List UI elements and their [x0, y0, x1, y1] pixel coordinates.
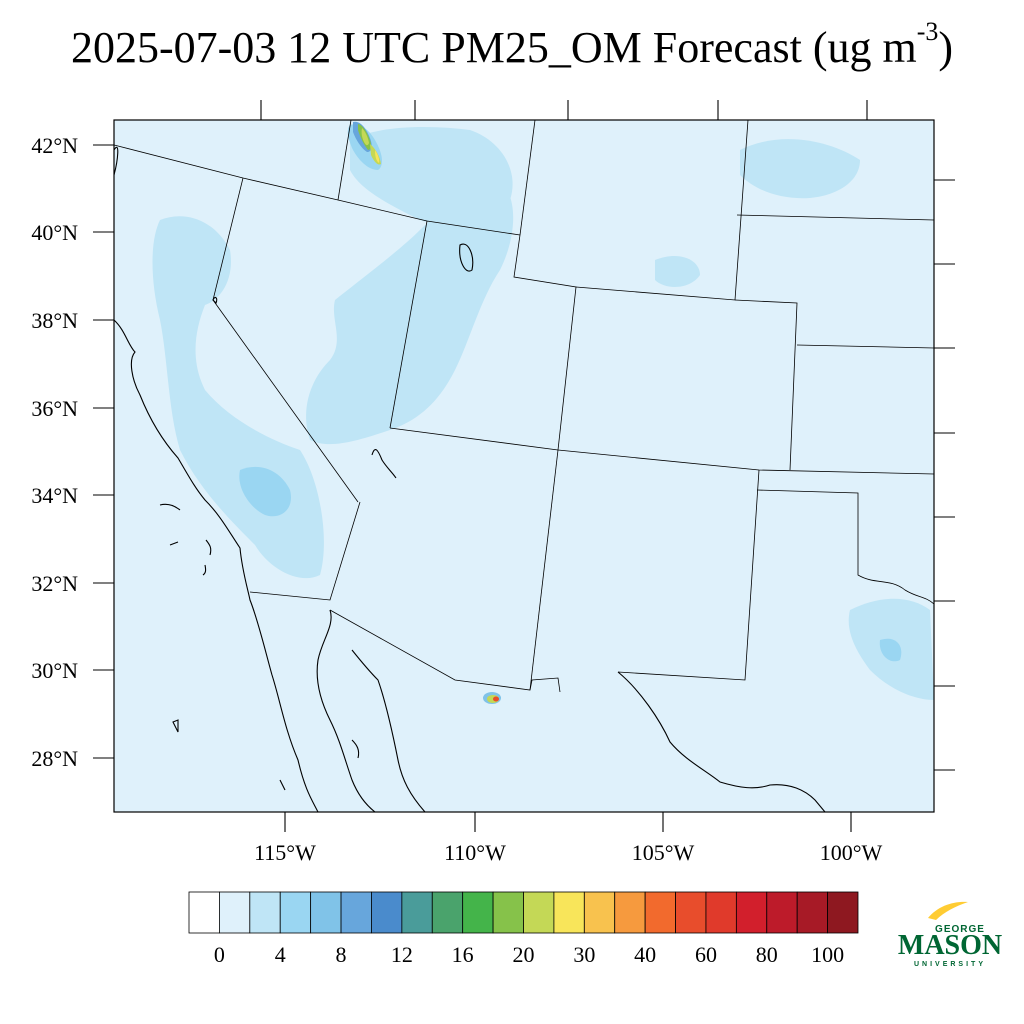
colorbar-swatch	[614, 891, 646, 934]
colorbar-swatch	[188, 891, 220, 934]
colorbar-swatch	[492, 891, 524, 934]
colorbar-swatch	[219, 891, 251, 934]
colorbar-label: 80	[756, 942, 778, 967]
colorbar-swatch	[249, 891, 281, 934]
colorbar-label: 20	[513, 942, 535, 967]
lat-label: 42°N	[31, 133, 78, 158]
title-superscript: -3	[916, 17, 939, 47]
colorbar-swatch	[431, 891, 464, 934]
plume-nevada-utah	[306, 180, 514, 445]
plume-northern-plains	[740, 139, 860, 199]
colorbar-swatch	[766, 891, 798, 934]
map-title: 2025-07-03 12 UTC PM25_OM Forecast (ug m…	[0, 17, 1024, 73]
logo-line2: MASON	[898, 930, 1002, 961]
colorbar-label: 4	[275, 942, 286, 967]
lon-label: 115°W	[254, 840, 316, 865]
state-boundaries	[114, 120, 934, 693]
tick-marks	[93, 100, 955, 832]
logo-swoosh	[928, 901, 968, 920]
logo-line3: UNIVERSITY	[914, 961, 986, 968]
map-frame	[113, 119, 935, 813]
colorbar-label: 8	[336, 942, 347, 967]
fire-plume-south	[483, 692, 501, 704]
lat-label: 34°N	[31, 483, 78, 508]
colorbar-swatch	[310, 891, 342, 934]
colorbar-swatch	[675, 891, 707, 934]
colorbar-swatch	[583, 891, 616, 934]
colorbar-swatch	[279, 891, 312, 934]
lat-label: 32°N	[31, 571, 78, 596]
plume-eastern-texas	[879, 638, 902, 662]
colorbar: 0 4 8 12 16 20 30 40 60 80 100	[188, 891, 859, 967]
lon-label: 100°W	[820, 840, 883, 865]
colorbar-swatch	[553, 891, 585, 934]
lat-label: 28°N	[31, 746, 78, 771]
colorbar-swatch	[523, 891, 555, 934]
lon-label: 105°W	[632, 840, 695, 865]
plume-southwest	[239, 466, 291, 517]
colorbar-label: 100	[811, 942, 844, 967]
fire-plume-north	[353, 121, 381, 165]
colorbar-swatch	[401, 891, 433, 934]
lat-label: 30°N	[31, 658, 78, 683]
plume-northwest-colorado	[655, 255, 700, 287]
latitude-labels: 42°N 40°N 38°N 36°N 34°N 32°N 30°N 28°N	[31, 133, 78, 771]
george-mason-logo: GEORGE MASON UNIVERSITY	[898, 901, 1002, 968]
colorbar-swatch	[462, 891, 494, 934]
colorbar-label: 0	[214, 942, 225, 967]
lat-label: 36°N	[31, 396, 78, 421]
colorbar-swatch	[827, 891, 859, 934]
colorbar-swatch	[796, 891, 828, 934]
colorbar-label: 12	[391, 942, 413, 967]
colorbar-label: 30	[573, 942, 595, 967]
lat-label: 40°N	[31, 220, 78, 245]
colorbar-label: 40	[634, 942, 656, 967]
title-close: )	[938, 23, 954, 72]
concentration-field	[152, 121, 934, 704]
colorbar-swatch	[705, 891, 737, 934]
lat-label: 38°N	[31, 308, 78, 333]
colorbar-swatch	[644, 891, 676, 934]
colorbar-swatch	[371, 891, 403, 934]
colorbar-swatch	[340, 891, 372, 934]
coastlines	[114, 147, 826, 812]
colorbar-label: 16	[452, 942, 474, 967]
logo-line1: GEORGE	[935, 924, 985, 935]
colorbar-label: 60	[695, 942, 717, 967]
plume-idaho-wyoming	[350, 127, 513, 225]
longitude-labels: 115°W 110°W 105°W 100°W	[254, 840, 882, 865]
colorbar-swatch	[735, 891, 768, 934]
title-main: 2025-07-03 12 UTC PM25_OM Forecast (ug m	[70, 23, 917, 72]
lon-label: 110°W	[444, 840, 506, 865]
